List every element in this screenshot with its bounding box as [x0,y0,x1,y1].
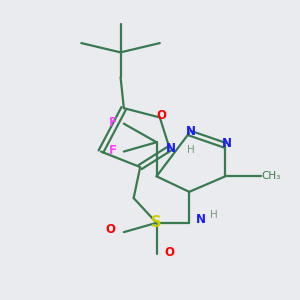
Text: N: N [166,142,176,155]
Text: N: N [186,125,196,138]
Text: O: O [165,246,175,259]
Text: F: F [108,143,116,157]
Text: N: N [196,213,206,226]
Text: CH₃: CH₃ [261,171,280,181]
Text: S: S [151,215,162,230]
Text: N: N [222,137,232,150]
Text: H: H [187,145,195,155]
Text: O: O [106,223,116,236]
Text: F: F [108,116,116,129]
Text: O: O [157,110,166,122]
Text: H: H [210,210,218,220]
